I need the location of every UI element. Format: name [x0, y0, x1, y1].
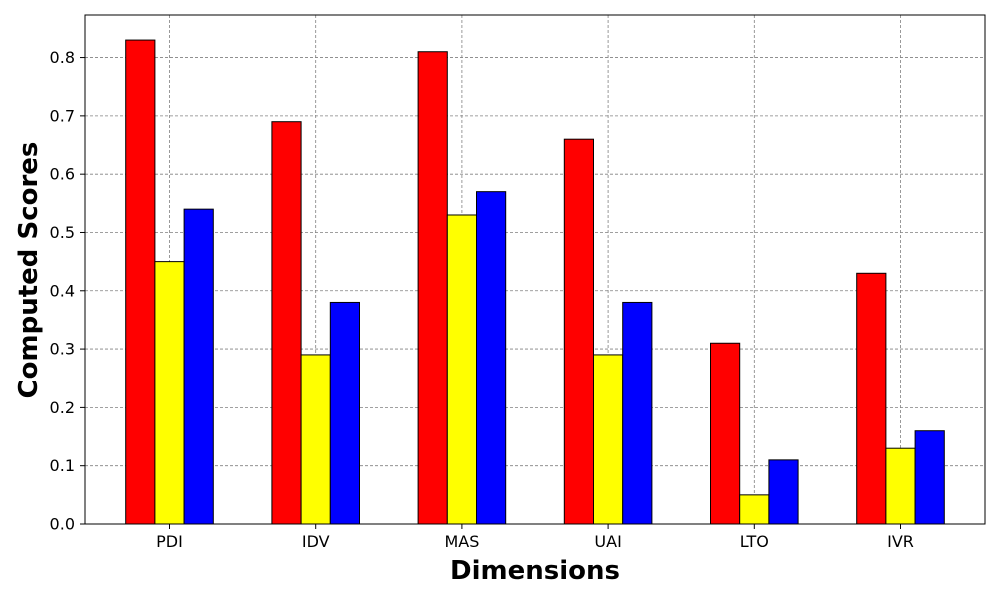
bar: [739, 494, 770, 525]
x-tick-label: IDV: [302, 532, 330, 551]
bar: [710, 342, 741, 525]
bar: [563, 138, 594, 525]
bar: [914, 430, 945, 525]
grid-layer: [85, 15, 985, 525]
bars-layer: [125, 39, 945, 525]
x-tick-label: IVR: [887, 532, 914, 551]
plot-area-frame: [84, 14, 986, 525]
y-tick-label: 0.6: [50, 165, 75, 184]
bar: [856, 272, 887, 525]
x-tick-label: MAS: [444, 532, 479, 551]
y-tick-label: 0.8: [50, 48, 75, 67]
bar: [476, 191, 507, 525]
bar: [446, 214, 477, 525]
y-tick-label: 0.5: [50, 223, 75, 242]
y-tick-label: 0.0: [50, 515, 75, 534]
x-tick-label: UAI: [594, 532, 621, 551]
y-tick-label: 0.2: [50, 398, 75, 417]
y-tick-label: 0.1: [50, 456, 75, 475]
bar: [183, 208, 214, 525]
bar: [125, 39, 156, 525]
bar: [885, 447, 916, 525]
bar: [154, 261, 185, 525]
bar: [300, 354, 331, 525]
bar: [768, 459, 799, 525]
y-tick-label: 0.7: [50, 106, 75, 125]
y-tick-label: 0.4: [50, 281, 75, 300]
bar: [329, 301, 360, 525]
bar: [271, 121, 302, 525]
x-tick-label: LTO: [740, 532, 769, 551]
ticks-layer: 0.0 0.1 0.2 0.3 0.4 0.5 0.6 0.7 0.8 PDI IDV MAS UAI L…: [50, 48, 914, 551]
x-axis-title: Dimensions: [450, 556, 620, 586]
y-axis-title: Computed Scores: [14, 142, 44, 399]
y-tick-label: 0.3: [50, 340, 75, 359]
bar: [622, 301, 653, 525]
x-tick-label: PDI: [156, 532, 183, 551]
bar: [417, 51, 448, 525]
bar: [593, 354, 624, 525]
